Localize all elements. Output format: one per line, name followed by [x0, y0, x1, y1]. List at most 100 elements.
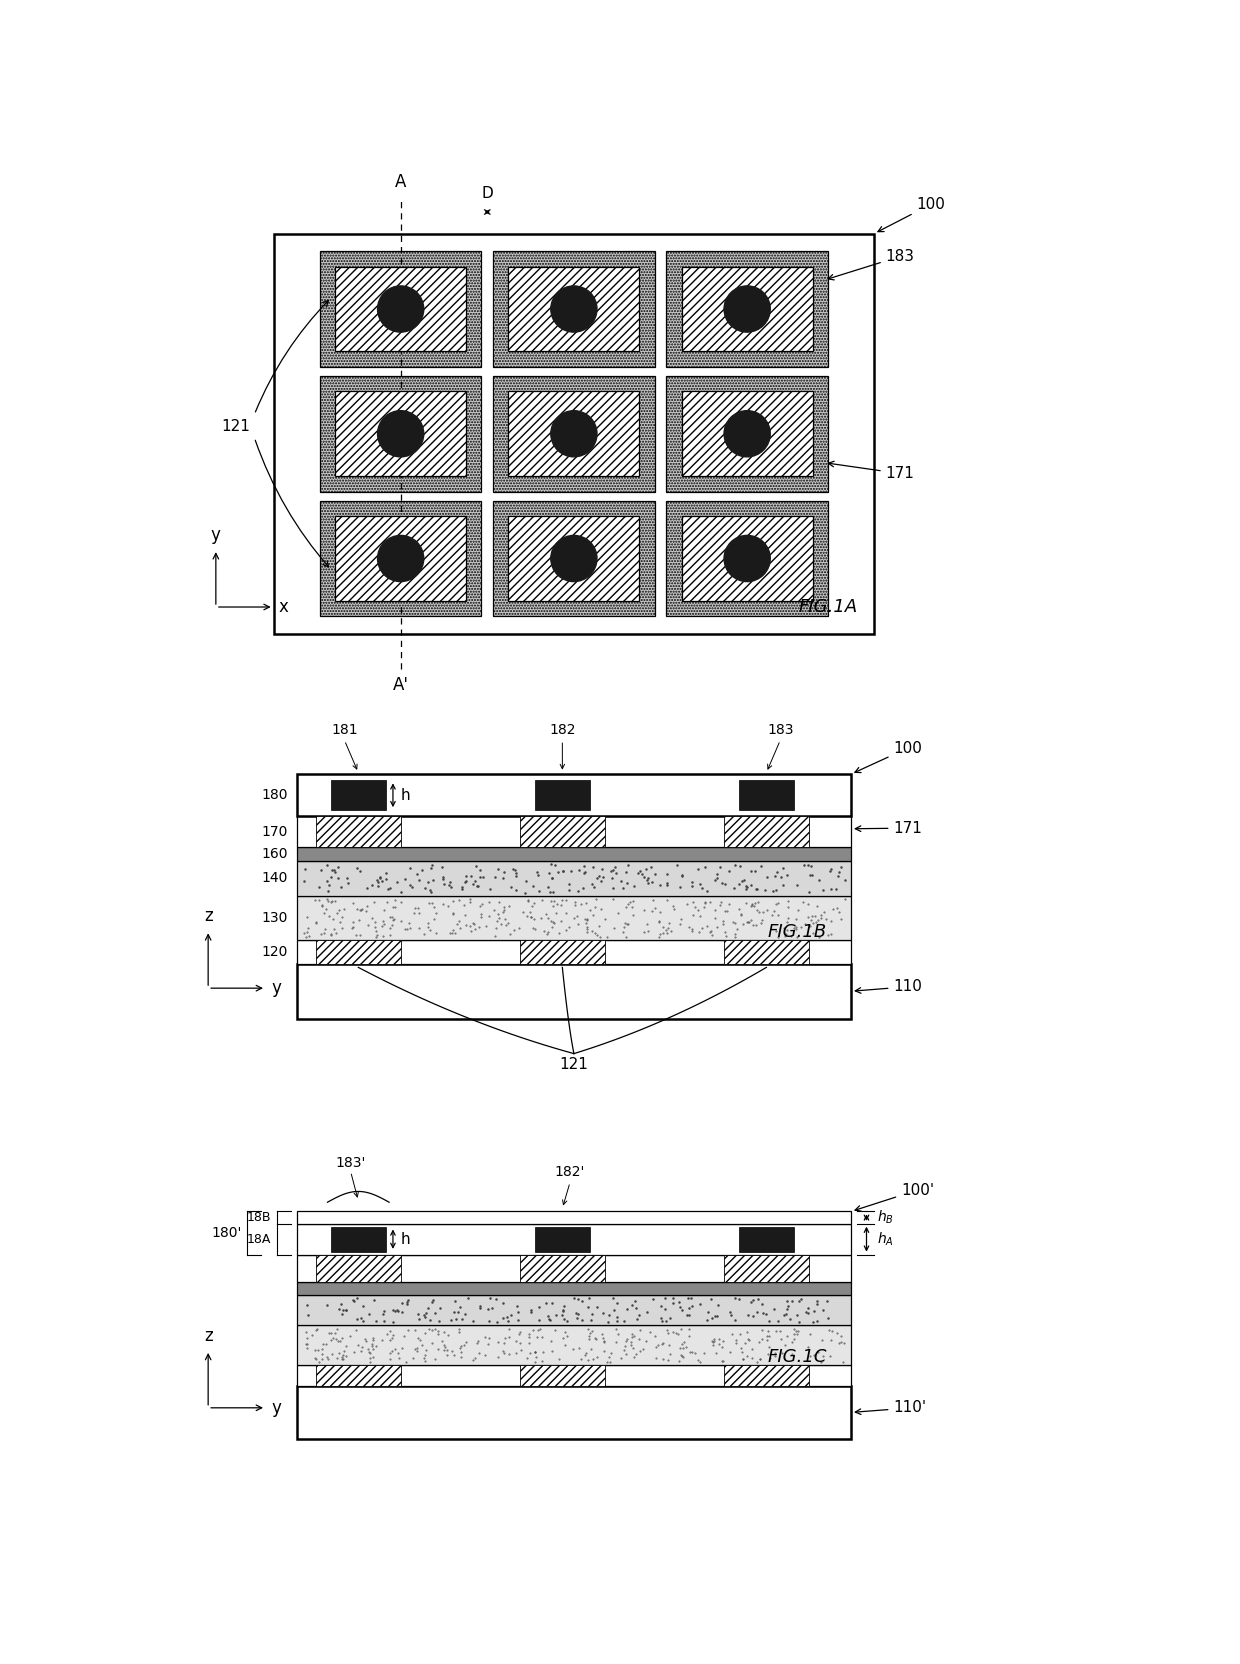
- Point: [579, 1285, 599, 1311]
- Point: [624, 889, 644, 915]
- Bar: [724, 817, 808, 847]
- Point: [599, 1345, 619, 1371]
- Point: [637, 919, 657, 945]
- Point: [539, 879, 559, 905]
- Point: [594, 1338, 614, 1364]
- Point: [653, 920, 673, 947]
- Point: [489, 889, 508, 915]
- Point: [317, 852, 337, 879]
- Point: [719, 1300, 739, 1326]
- Point: [618, 1326, 637, 1353]
- Point: [526, 1345, 546, 1371]
- Point: [365, 909, 384, 935]
- Point: [701, 1286, 720, 1313]
- Point: [777, 1288, 797, 1315]
- Point: [811, 902, 831, 929]
- Point: [544, 910, 564, 937]
- Point: [373, 897, 393, 924]
- Point: [806, 909, 826, 935]
- Point: [382, 912, 402, 938]
- Point: [517, 1345, 537, 1371]
- Point: [794, 852, 813, 879]
- Point: [379, 914, 399, 940]
- Point: [606, 1315, 626, 1341]
- Point: [692, 915, 712, 942]
- Point: [605, 915, 625, 942]
- Point: [630, 857, 650, 884]
- Point: [683, 889, 703, 915]
- Point: [546, 1316, 565, 1343]
- Point: [381, 922, 401, 948]
- Point: [658, 910, 678, 937]
- Point: [306, 910, 326, 937]
- Point: [706, 905, 725, 932]
- Point: [325, 859, 345, 885]
- Point: [374, 1298, 394, 1325]
- Point: [616, 924, 636, 950]
- Point: [625, 1323, 645, 1350]
- Point: [753, 899, 773, 925]
- Point: [661, 919, 681, 945]
- Point: [467, 874, 487, 900]
- Point: [574, 852, 594, 879]
- Point: [352, 1333, 372, 1359]
- Point: [742, 892, 761, 919]
- Point: [807, 1288, 827, 1315]
- Point: [351, 922, 371, 948]
- Text: 121: 121: [222, 419, 250, 434]
- Point: [625, 1343, 645, 1369]
- Point: [657, 887, 677, 914]
- Point: [725, 924, 745, 950]
- Point: [329, 854, 348, 880]
- Point: [381, 1346, 401, 1373]
- Point: [755, 877, 775, 904]
- Point: [464, 910, 484, 937]
- Point: [786, 905, 806, 932]
- Point: [373, 909, 393, 935]
- Point: [370, 865, 389, 892]
- Point: [465, 867, 485, 894]
- Point: [472, 890, 492, 917]
- Point: [663, 1318, 683, 1345]
- Point: [572, 890, 591, 917]
- Point: [331, 1291, 351, 1318]
- Point: [672, 1343, 692, 1369]
- Point: [794, 889, 813, 915]
- Point: [489, 905, 508, 932]
- Point: [506, 862, 526, 889]
- Point: [507, 1293, 527, 1320]
- Bar: [296, 895, 851, 940]
- Point: [706, 1303, 725, 1330]
- Point: [813, 877, 833, 904]
- Point: [494, 865, 513, 892]
- Bar: [296, 940, 851, 963]
- Point: [494, 859, 513, 885]
- Point: [332, 1301, 352, 1328]
- Point: [360, 1338, 379, 1364]
- Point: [327, 1316, 347, 1343]
- Point: [557, 887, 577, 914]
- Point: [799, 879, 818, 905]
- Point: [620, 889, 640, 915]
- Point: [813, 1296, 833, 1323]
- Point: [394, 1323, 414, 1350]
- Point: [585, 894, 605, 920]
- Point: [553, 857, 573, 884]
- Point: [719, 857, 739, 884]
- Point: [314, 1331, 334, 1358]
- Point: [606, 1330, 626, 1356]
- Point: [642, 869, 662, 895]
- Point: [827, 1320, 847, 1346]
- Point: [420, 855, 440, 882]
- Point: [520, 1330, 539, 1356]
- Point: [368, 869, 388, 895]
- Point: [379, 904, 399, 930]
- Point: [361, 1340, 381, 1366]
- Point: [329, 1340, 348, 1366]
- Point: [671, 1343, 691, 1369]
- Point: [434, 1320, 454, 1346]
- Point: [807, 894, 827, 920]
- Point: [450, 1295, 470, 1321]
- Point: [444, 1341, 464, 1368]
- Point: [397, 1290, 417, 1316]
